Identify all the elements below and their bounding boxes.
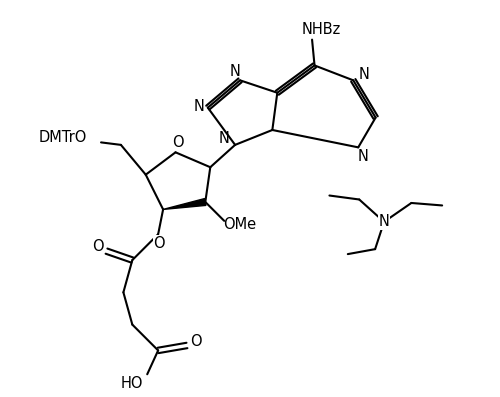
Text: N: N: [358, 149, 368, 164]
Text: N: N: [359, 67, 370, 82]
Text: O: O: [154, 236, 165, 251]
Text: N: N: [218, 131, 230, 146]
Text: N: N: [194, 99, 204, 114]
Text: N: N: [230, 64, 240, 79]
Text: O: O: [92, 239, 104, 254]
Text: DMTrO: DMTrO: [38, 130, 86, 145]
Text: NHBz: NHBz: [302, 22, 341, 37]
Text: HO: HO: [121, 376, 144, 391]
Text: O: O: [172, 135, 184, 150]
Text: N: N: [378, 214, 390, 229]
Text: O: O: [190, 334, 202, 349]
Text: OMe: OMe: [224, 217, 256, 232]
Polygon shape: [163, 198, 206, 210]
